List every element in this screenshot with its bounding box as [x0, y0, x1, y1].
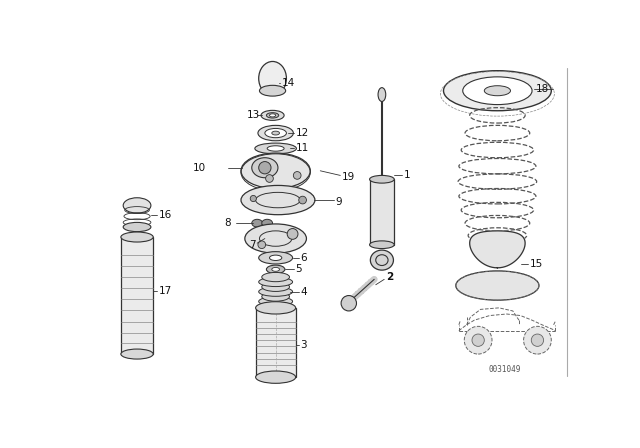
Ellipse shape: [265, 129, 287, 138]
Text: 3: 3: [300, 340, 307, 350]
Ellipse shape: [259, 61, 287, 95]
Ellipse shape: [484, 86, 511, 96]
Ellipse shape: [123, 222, 151, 232]
Ellipse shape: [255, 143, 296, 154]
Ellipse shape: [261, 110, 284, 121]
Text: 15: 15: [530, 259, 543, 269]
Ellipse shape: [121, 232, 153, 242]
Text: 2: 2: [386, 272, 393, 282]
Text: 6: 6: [300, 253, 307, 263]
Ellipse shape: [262, 220, 273, 227]
Ellipse shape: [369, 241, 394, 249]
Ellipse shape: [267, 146, 284, 151]
Ellipse shape: [241, 153, 310, 189]
Circle shape: [287, 228, 298, 239]
Circle shape: [293, 172, 301, 179]
Text: 4: 4: [300, 287, 307, 297]
Ellipse shape: [456, 271, 539, 300]
Ellipse shape: [259, 85, 285, 96]
Ellipse shape: [252, 220, 262, 227]
Text: 0031049: 0031049: [489, 365, 522, 374]
Ellipse shape: [262, 272, 289, 282]
Ellipse shape: [255, 302, 296, 314]
Circle shape: [266, 175, 273, 182]
Bar: [255, 308, 296, 377]
Bar: [121, 237, 153, 354]
Ellipse shape: [259, 297, 292, 306]
Ellipse shape: [262, 292, 289, 301]
Circle shape: [258, 241, 266, 249]
Circle shape: [341, 296, 356, 311]
Circle shape: [464, 326, 492, 354]
Ellipse shape: [269, 114, 276, 117]
Circle shape: [472, 334, 484, 346]
Bar: [369, 179, 394, 245]
Ellipse shape: [272, 131, 280, 135]
Ellipse shape: [241, 185, 315, 215]
Ellipse shape: [259, 277, 292, 287]
Text: 18: 18: [536, 84, 549, 94]
Text: 19: 19: [342, 172, 355, 182]
Text: 10: 10: [193, 163, 206, 173]
Text: 11: 11: [296, 143, 309, 154]
Ellipse shape: [259, 287, 292, 296]
Circle shape: [299, 196, 307, 204]
Ellipse shape: [369, 176, 394, 183]
Text: 13: 13: [247, 110, 260, 121]
Circle shape: [250, 195, 257, 202]
Ellipse shape: [252, 158, 278, 178]
Polygon shape: [470, 231, 525, 268]
Text: 1: 1: [403, 170, 410, 181]
Ellipse shape: [266, 112, 279, 118]
Ellipse shape: [266, 265, 285, 274]
Ellipse shape: [262, 302, 289, 311]
Ellipse shape: [255, 371, 296, 383]
Text: 12: 12: [296, 128, 309, 138]
Ellipse shape: [269, 255, 282, 260]
Text: 9: 9: [336, 197, 342, 207]
Ellipse shape: [463, 77, 532, 104]
Text: 7: 7: [250, 240, 256, 250]
Text: 16: 16: [159, 210, 172, 220]
Circle shape: [531, 334, 543, 346]
Text: 5: 5: [296, 264, 302, 274]
Ellipse shape: [262, 282, 289, 292]
Circle shape: [524, 326, 551, 354]
Ellipse shape: [123, 198, 151, 213]
Ellipse shape: [245, 224, 307, 253]
Ellipse shape: [371, 250, 394, 270]
Ellipse shape: [121, 349, 153, 359]
Ellipse shape: [258, 125, 293, 141]
Text: 17: 17: [159, 286, 172, 296]
Text: 8: 8: [224, 218, 230, 228]
Ellipse shape: [378, 88, 386, 102]
Ellipse shape: [272, 267, 280, 271]
Circle shape: [259, 162, 271, 174]
Ellipse shape: [444, 71, 551, 111]
Text: 14: 14: [282, 78, 295, 88]
Ellipse shape: [259, 252, 292, 264]
